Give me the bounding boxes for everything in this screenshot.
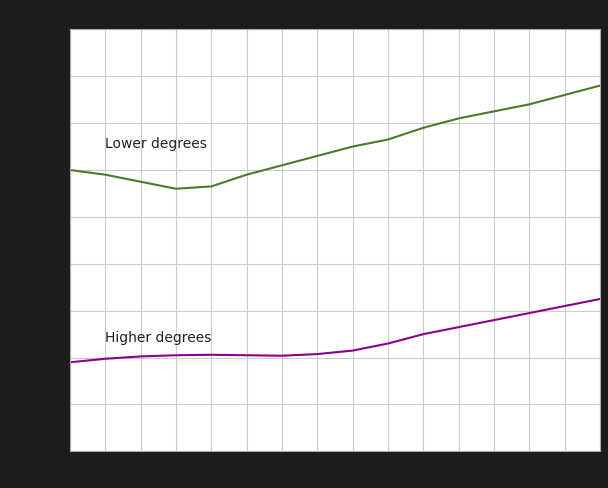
Text: Higher degrees: Higher degrees <box>105 331 212 345</box>
Text: Lower degrees: Lower degrees <box>105 137 207 151</box>
